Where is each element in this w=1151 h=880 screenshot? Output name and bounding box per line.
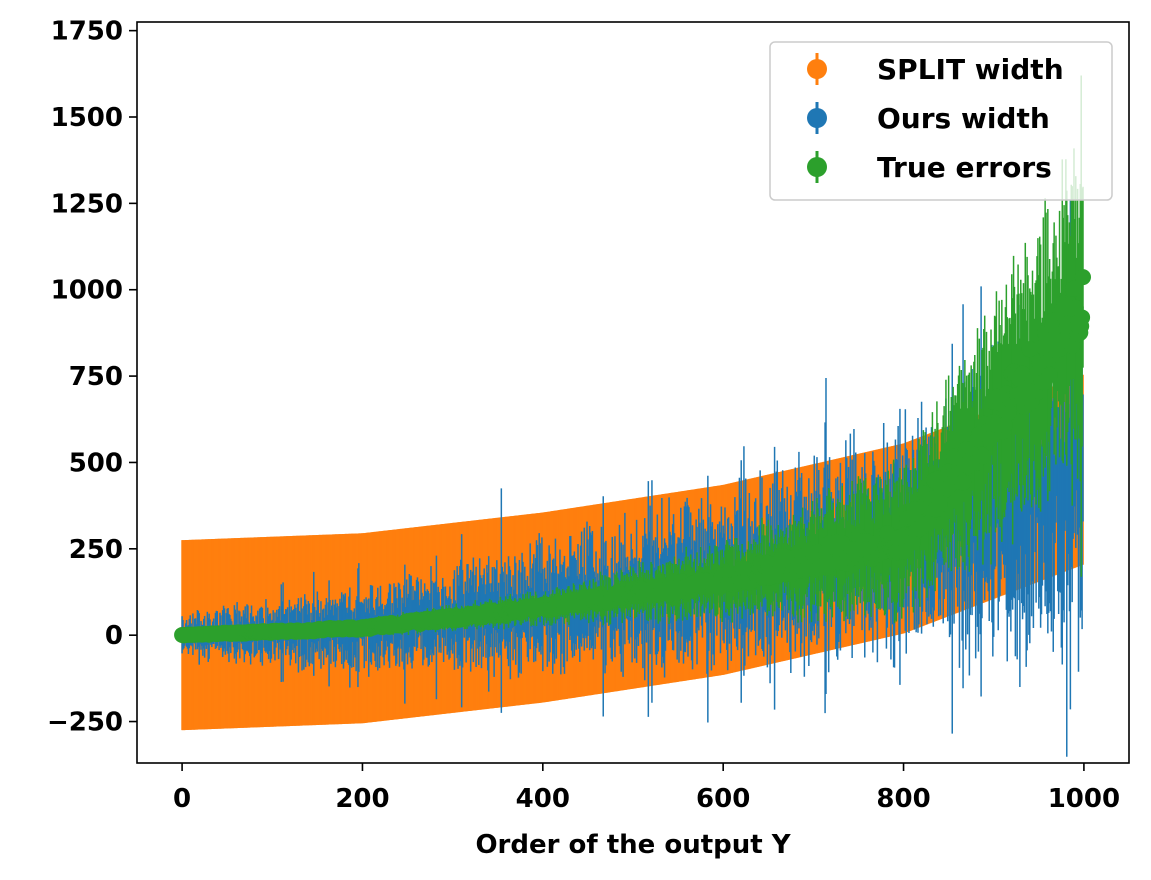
x-tick-label: 0 [173,784,191,814]
data-point [996,417,1013,434]
y-axis: −250 0 250 500 750 1000 1250 1500 1750 [47,17,137,738]
y-tick-label: 1000 [51,276,123,306]
x-tick-label: 600 [696,784,750,814]
x-tick-label: 200 [335,784,389,814]
data-point [982,430,999,447]
legend-marker [807,108,827,128]
x-tick-label: 800 [876,784,930,814]
y-tick-label: 1750 [51,17,123,47]
legend-label: Ours width [877,102,1050,135]
legend-box [769,41,1113,201]
data-point [1041,367,1058,384]
y-tick-label: 500 [69,448,123,478]
data-point [974,448,991,465]
y-tick-label: 750 [69,362,123,392]
data-point [955,474,972,491]
y-tick-label: 0 [105,621,123,651]
x-tick-label: 1000 [1048,784,1120,814]
series-true-errors [174,75,1092,644]
plot-frame [136,21,1130,764]
legend: SPLIT width Ours width True errors [769,41,1113,201]
y-tick-label: −250 [47,708,123,738]
y-tick-label: 1250 [51,189,123,219]
legend-label: SPLIT width [877,53,1064,86]
x-tick-label: 400 [516,784,570,814]
legend-marker [807,59,827,79]
legend-marker [807,157,827,177]
data-point [1074,309,1091,326]
x-axis: 0 200 400 600 800 1000 [173,763,1120,814]
series-layer [174,75,1092,757]
data-point [1064,337,1081,354]
x-axis-title: Order of the output Y [475,830,791,860]
data-point [920,514,937,531]
data-point [931,496,948,513]
y-tick-label: 1500 [51,103,123,133]
data-point [1021,341,1038,358]
data-point [1075,269,1092,286]
legend-label: True errors [877,151,1052,184]
data-point [1000,404,1017,421]
y-tick-label: 250 [69,535,123,565]
data-point [1065,280,1082,297]
